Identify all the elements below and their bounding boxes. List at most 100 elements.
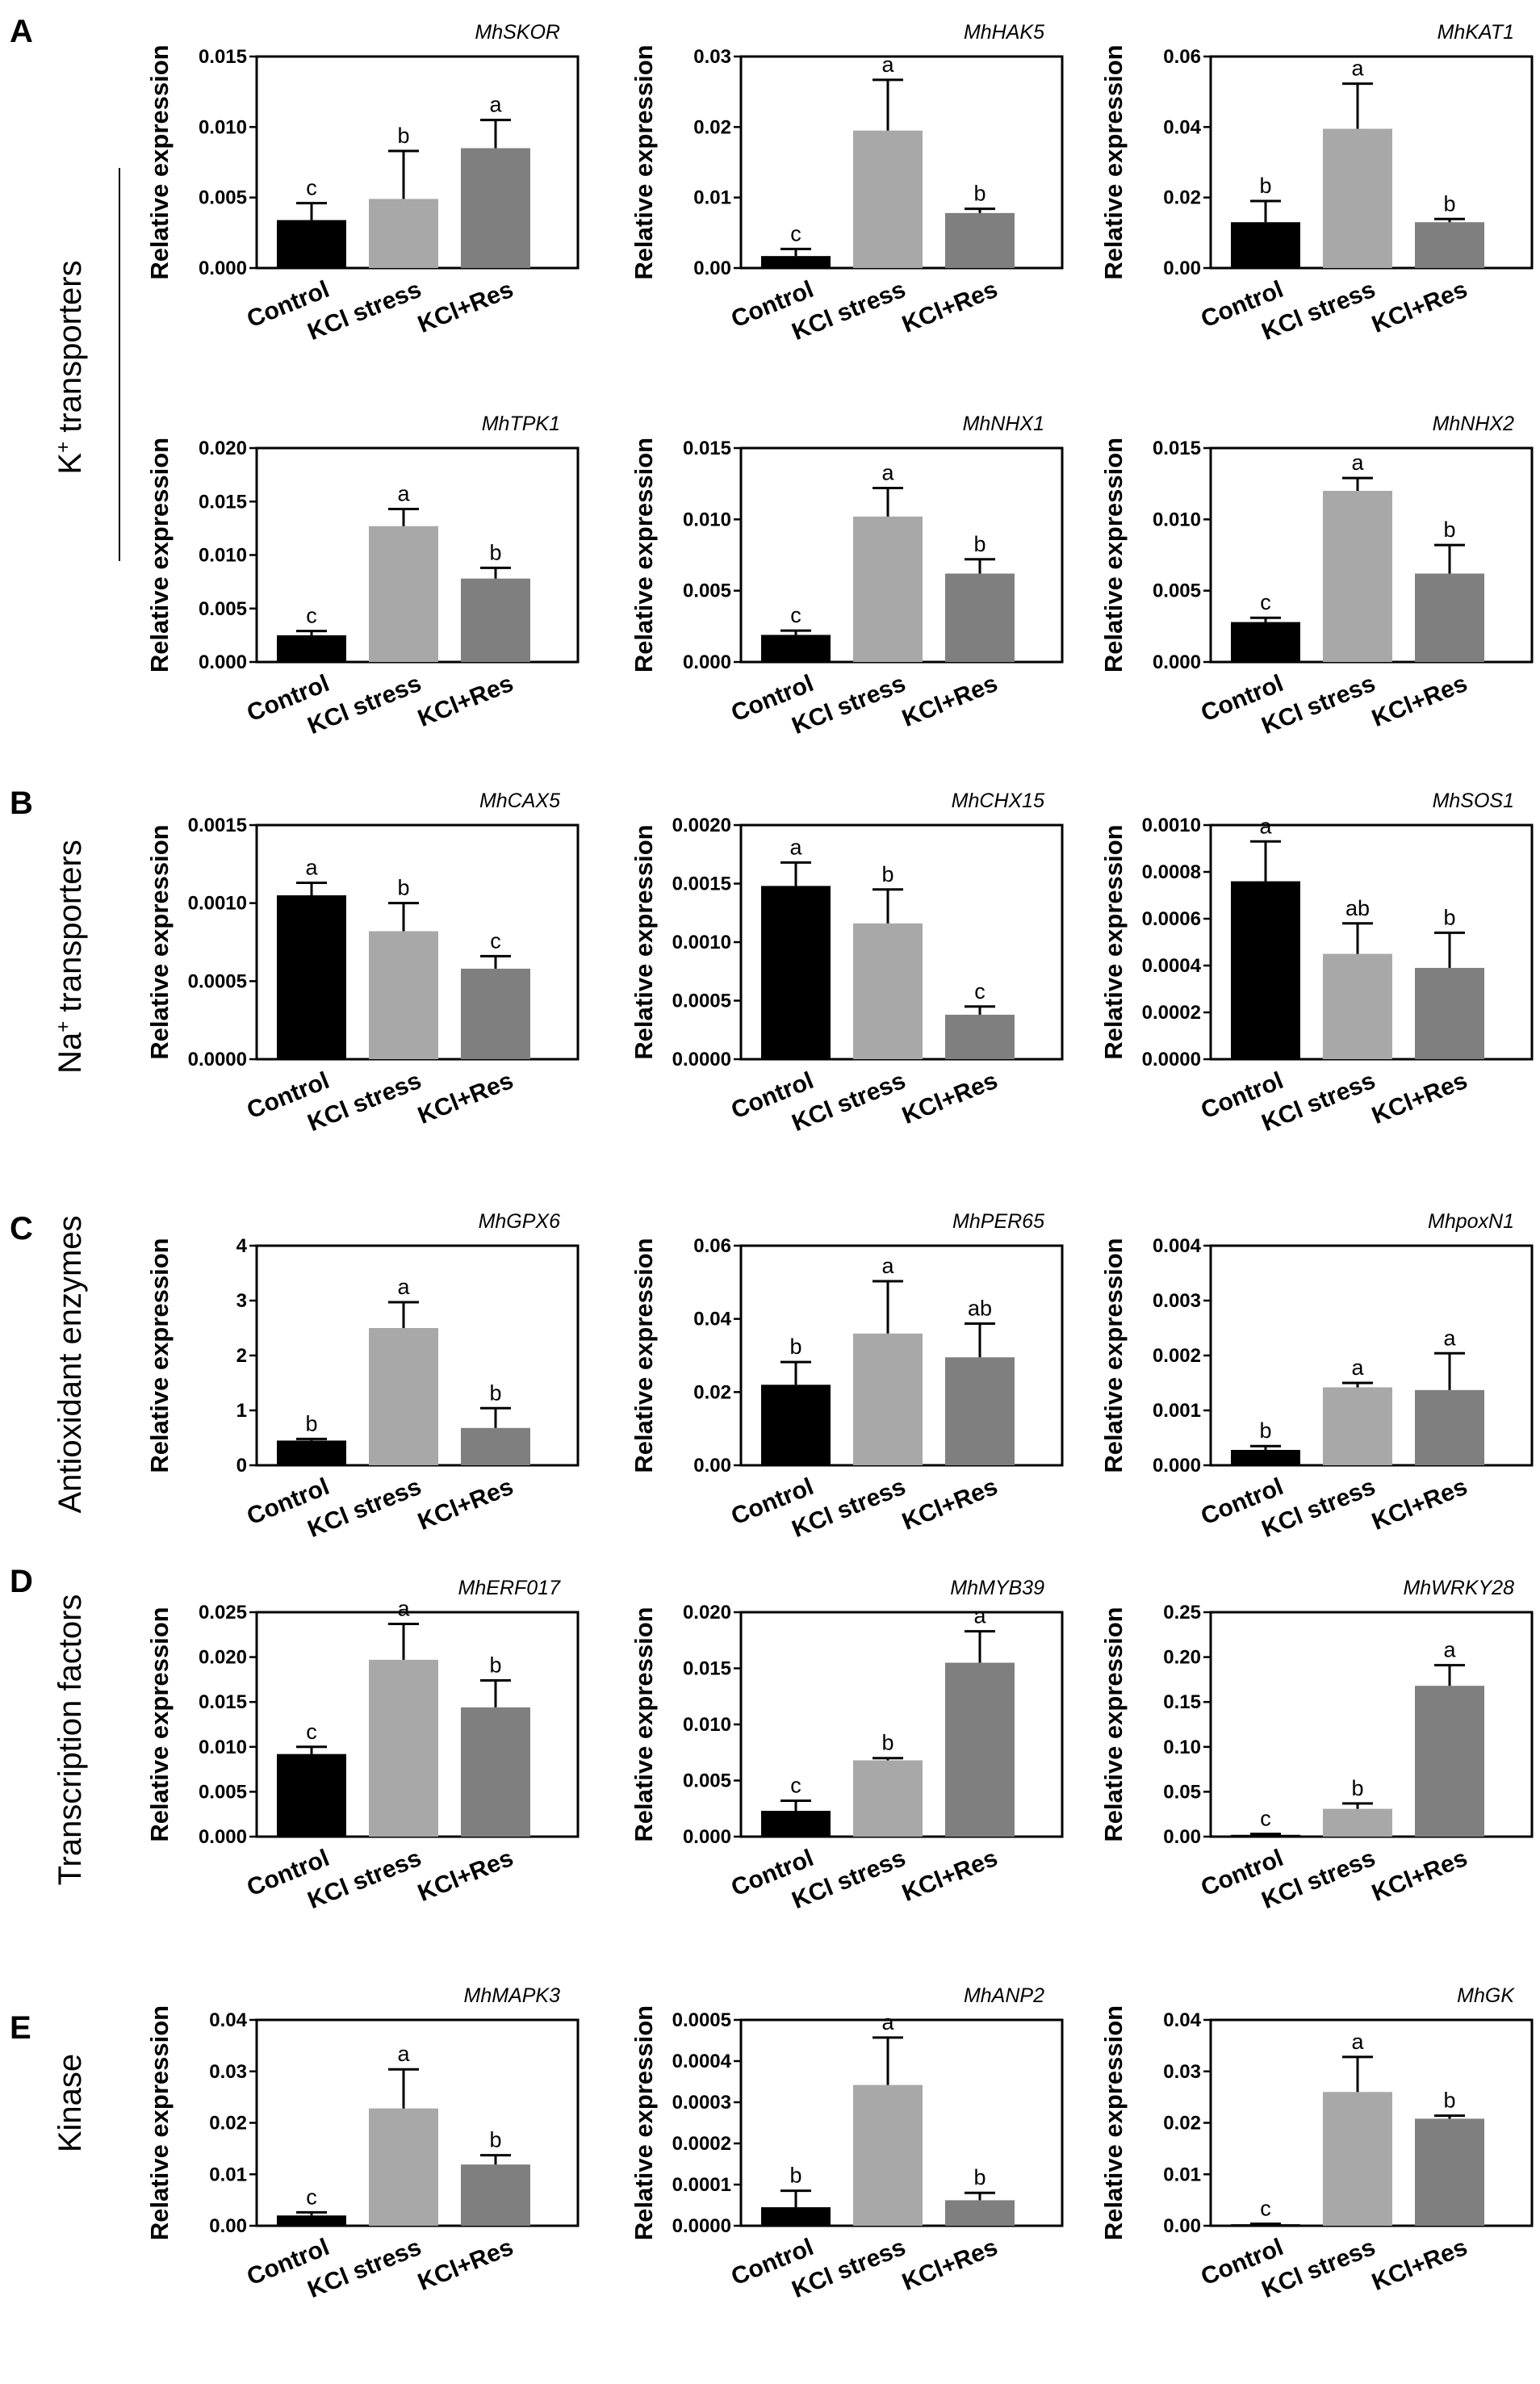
y-axis-label: Relative expression <box>145 438 174 672</box>
chart-MhWRKY28: 0.00 0.05 0.10 0.15 0.20 0.25 MhWRKY28 Relative… <box>1099 1577 1534 1914</box>
chart-title: MhSKOR <box>475 21 560 44</box>
group-label-transcription-factors: Transcription factors <box>52 1594 88 1886</box>
bar <box>461 148 530 268</box>
bar <box>761 1385 831 1465</box>
significance-letter: a <box>881 2010 894 2034</box>
significance-letter: c <box>306 176 317 200</box>
significance-letter: c <box>1260 1807 1271 1831</box>
significance-letter: b <box>881 862 893 886</box>
y-tick-label: 0.04 <box>1163 2009 1201 2031</box>
chart-MhANP2: 0.0000 0.0001 0.0002 0.0003 0.0004 0.0005 MhAN… <box>630 1984 1064 2303</box>
y-tick-label: 0.0003 <box>672 2092 731 2114</box>
y-axis-label: Relative expression <box>630 1607 658 1841</box>
significance-letter: b <box>1443 905 1455 929</box>
chart-title: MhSOS1 <box>1433 790 1514 812</box>
bar <box>369 1659 438 1837</box>
significance-letter: a <box>397 1596 410 1620</box>
y-tick-label: 0.15 <box>1163 1691 1201 1713</box>
chart-MhMAPK3: 0.00 0.01 0.02 0.03 0.04 MhMAPK3 Relative expr… <box>145 1984 580 2303</box>
y-axis-label: Relative expression <box>630 438 658 672</box>
y-tick-label: 0.005 <box>199 1781 247 1803</box>
y-tick-label: 0.10 <box>1163 1737 1201 1758</box>
y-tick-label: 0.020 <box>199 438 247 459</box>
bar <box>945 2200 1015 2226</box>
y-axis-label: Relative expression <box>145 2005 174 2240</box>
y-tick-label: 0.0008 <box>1142 861 1201 883</box>
significance-letter: a <box>397 1275 410 1299</box>
bar <box>1323 1808 1392 1837</box>
group-label-antioxidant-enzymes: Antioxidant enzymes <box>52 1215 88 1513</box>
y-tick-label: 0.010 <box>199 116 247 138</box>
panel-letter-b: B <box>10 786 33 821</box>
y-tick-label: 0.0020 <box>672 815 731 836</box>
significance-letter: b <box>973 532 986 556</box>
significance-letter: b <box>1259 174 1271 198</box>
bar <box>461 578 530 662</box>
y-tick-label: 0.010 <box>1153 509 1201 530</box>
y-axis-label: Relative expression <box>1099 1607 1128 1841</box>
bar <box>1323 953 1392 1059</box>
y-tick-label: 0.0005 <box>188 970 247 992</box>
y-axis-label: Relative expression <box>1099 438 1128 672</box>
y-tick-label: 0.0010 <box>1142 815 1201 836</box>
significance-letter: a <box>397 482 410 506</box>
y-tick-label: 0.000 <box>199 258 247 279</box>
y-tick-label: 0.00 <box>1163 258 1201 279</box>
significance-letter: b <box>489 1653 501 1678</box>
group-label-na-transporters: Na+ transporters <box>52 840 88 1074</box>
significance-letter: a <box>1443 1638 1456 1662</box>
chart-MhMYB39: 0.000 0.005 0.010 0.015 0.020 MhMYB39 Relative… <box>630 1577 1064 1914</box>
chart-title: MhHAK5 <box>964 21 1044 44</box>
y-tick-label: 0.0010 <box>188 893 247 915</box>
bar <box>277 635 346 662</box>
bar <box>1415 573 1484 662</box>
x-category-label: KCl+Res <box>414 276 517 338</box>
chart-MhNHX2: 0.000 0.005 0.010 0.015 MhNHX2 Relative expre… <box>1099 413 1534 740</box>
x-category-label: KCl+Res <box>1368 670 1471 732</box>
y-tick-label: 4 <box>236 1235 248 1257</box>
panel-letter-c: C <box>10 1211 33 1246</box>
y-tick-label: 0.01 <box>693 187 731 209</box>
y-tick-label: 0.005 <box>683 1770 731 1792</box>
bar <box>369 526 438 662</box>
significance-letter: a <box>973 1604 986 1628</box>
significance-letter: b <box>1443 191 1455 216</box>
y-tick-label: 0.002 <box>1153 1345 1201 1367</box>
y-tick-label: 0.0000 <box>672 2215 731 2237</box>
chart-MhPER65: 0.00 0.02 0.04 0.06 MhPER65 Relative expressi… <box>630 1210 1064 1543</box>
chart-title: MhCAX5 <box>479 790 560 812</box>
y-tick-label: 0.005 <box>683 580 731 602</box>
y-tick-label: 0.25 <box>1163 1602 1201 1624</box>
y-tick-label: 0.00 <box>209 2215 247 2237</box>
chart-title: MhGPX6 <box>479 1210 561 1233</box>
chart-MhGK: 0.00 0.01 0.02 0.03 0.04 MhGK Relative express… <box>1099 1984 1534 2303</box>
chart-MhERF017: 0.000 0.005 0.010 0.015 0.020 0.025 MhERF017 Re… <box>145 1577 580 1914</box>
y-tick-label: 0.015 <box>683 438 731 459</box>
y-axis-label: Relative expression <box>1099 44 1128 279</box>
y-tick-label: 0.000 <box>1153 652 1201 673</box>
bar <box>1415 1686 1484 1837</box>
x-category-label: KCl+Res <box>414 670 517 732</box>
chart-title: MhNHX2 <box>1433 413 1515 435</box>
y-axis-label: Relative expression <box>145 1607 174 1841</box>
bar <box>277 220 346 268</box>
y-tick-label: 0.005 <box>199 598 247 620</box>
y-tick-label: 0.0015 <box>672 874 731 895</box>
panel-letter-d: D <box>10 1564 33 1599</box>
chart-MhNHX1: 0.000 0.005 0.010 0.015 MhNHX1 Relative expre… <box>630 413 1064 740</box>
bar <box>1231 622 1300 662</box>
y-tick-label: 0.02 <box>693 116 731 138</box>
x-category-label: KCl+Res <box>1368 1845 1471 1907</box>
significance-letter: c <box>306 1720 317 1744</box>
significance-letter: a <box>1351 450 1364 475</box>
bar <box>277 2215 346 2226</box>
y-axis-label: Relative expression <box>145 44 174 279</box>
x-category-label: KCl+Res <box>898 1067 1002 1129</box>
y-tick-label: 0.020 <box>199 1647 247 1669</box>
chart-MhKAT1: 0.00 0.02 0.04 0.06 MhKAT1 Relative expressio… <box>1099 21 1534 346</box>
significance-letter: c <box>790 221 801 245</box>
x-category-label: KCl+Res <box>414 1845 517 1907</box>
y-tick-label: 0.00 <box>1163 2215 1201 2237</box>
y-tick-label: 0.02 <box>693 1381 731 1403</box>
